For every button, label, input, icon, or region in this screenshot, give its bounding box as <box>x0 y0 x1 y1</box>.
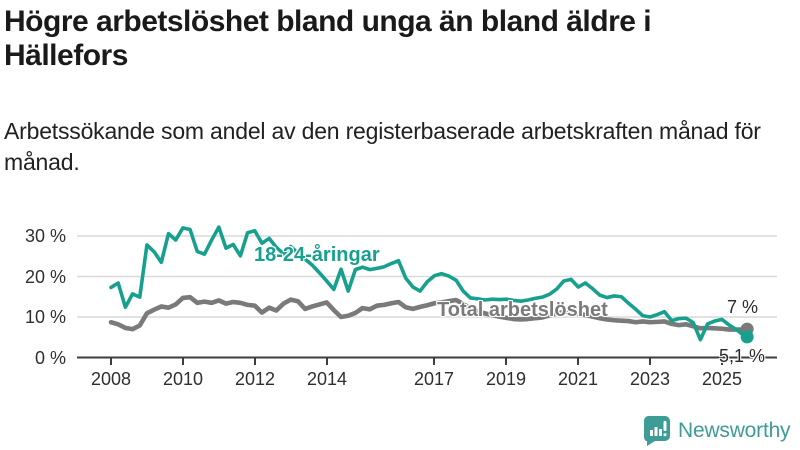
brand-name: Newsworthy <box>678 418 791 442</box>
end-value-label-18-24: 5,1 % <box>719 346 766 366</box>
y-tick-label-10: 10 % <box>24 307 66 327</box>
chart-subtitle: Arbetssökande som andel av den registerb… <box>4 118 761 175</box>
brand-logo: Newsworthy <box>643 415 791 446</box>
x-tick-label-2014: 2014 <box>306 369 348 389</box>
x-tick-label-2010: 2010 <box>162 369 204 389</box>
series-end-dot-18-24 <box>740 330 754 344</box>
y-tick-label-20: 20 % <box>24 267 66 287</box>
series-lines <box>108 225 754 344</box>
x-tick-label-2012: 2012 <box>234 369 276 389</box>
x-tick-label-2017: 2017 <box>413 369 455 389</box>
x-tick-label-2019: 2019 <box>485 369 527 389</box>
x-tick-label-2023: 2023 <box>629 369 671 389</box>
series-label-total: Total arbetslöshet <box>437 299 608 321</box>
x-axis <box>77 356 777 365</box>
x-tick-label-2025: 2025 <box>701 369 743 389</box>
end-value-label-total: 7 % <box>727 297 759 317</box>
x-tick-label-2008: 2008 <box>90 369 132 389</box>
page-title: Högre arbetslöshet bland unga än bland ä… <box>4 5 652 72</box>
series-line-total <box>108 294 750 332</box>
y-tick-label-0: 0 % <box>34 348 66 368</box>
series-label-18-24: 18-24-åringar <box>254 244 380 266</box>
y-tick-label-30: 30 % <box>24 226 66 246</box>
x-tick-label-2021: 2021 <box>557 369 599 389</box>
newsworthy-chart-bubble-icon <box>643 415 671 446</box>
series-line-18-24 <box>109 225 749 342</box>
